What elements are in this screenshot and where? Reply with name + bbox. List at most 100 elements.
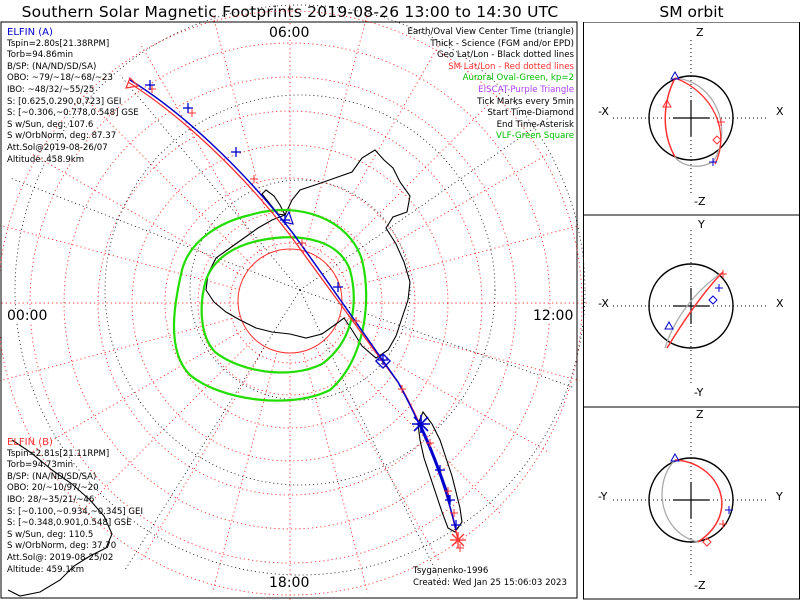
legend: Earth/Oval View Center Time (triangle) T… (407, 27, 574, 143)
elfin-b-line: IBO: 28/~35/21/~46 (7, 494, 95, 505)
orbit-end-asterisk (717, 118, 725, 126)
elfin-a-line: Tspin=2.80s[21.38RPM] (7, 38, 110, 49)
elfin-b-line: B/SP: (NA/ND/SD/SA) (7, 471, 97, 482)
elfin-a-line: IBO: ~48/32/~55/25 (7, 84, 95, 95)
elfin-a-line: S w/Sun, deg: 107.6 (7, 119, 94, 130)
orbit-center-triangle (670, 452, 680, 462)
orbit-yz-bottom: -Z (694, 579, 706, 592)
orbit-panel-yz (613, 422, 769, 578)
elfin-b-line: OBO: 20/~10/97/~20 (7, 483, 99, 494)
plot-title: Southern Solar Magnetic Footprints 2019-… (21, 3, 559, 21)
legend-item: SM Lat/Lon - Red dotted lines (448, 61, 574, 72)
elfin-b-line: Tspin=2.81s[21.11RPM] (7, 448, 110, 459)
elfin-b-start-triangle (125, 76, 140, 89)
elfin-a-line: S w/OrbNorm, deg: 87.37 (7, 131, 117, 142)
created-stamp: Created: Wed Jan 25 15:06:03 2023 (413, 578, 567, 588)
orbit-xz-top: Z (696, 26, 704, 39)
elfin-b-tick-marks (148, 85, 464, 552)
orbit-xy-right: X (776, 297, 784, 310)
orbit-end-asterisk (709, 158, 717, 166)
elfin-a-tick-marks (145, 80, 461, 530)
legend-item: End Time-Asterisk (496, 119, 574, 130)
orbit-yz-right: Y (776, 490, 783, 503)
sm-spoke (139, 42, 265, 259)
sm-spoke (315, 42, 441, 259)
elfin-b-line: Att.Sol@: 2019-08-25/02 (7, 552, 114, 563)
legend-item: Geo Lat/Lon - Black dotted lines (436, 50, 574, 61)
elfin-a-start-diamond (374, 352, 392, 370)
elfin-b-track (127, 81, 459, 541)
sm-spoke (29, 328, 246, 454)
elfin-a-info: ELFIN (A) Tspin=2.80s[21.38RPM] Torb=94.… (7, 27, 139, 166)
sm-spoke (211, 13, 277, 253)
elfin-b-line: Altitude: 459.1km (7, 564, 85, 575)
antarctica-outline (205, 149, 411, 359)
elfin-a-line: Altitude: 458.9km (7, 154, 85, 165)
hour-label-top: 06:00 (268, 25, 311, 41)
sm-spoke (334, 152, 551, 278)
south-america-outline (417, 410, 463, 533)
sm-spoke (315, 347, 441, 564)
sm-spoke (0, 224, 240, 290)
elfin-a-start-triangle (282, 210, 294, 225)
legend-item: Start Time-Diamond (487, 108, 574, 119)
elfin-a-line: B/SP: (NA/ND/SD/SA) (7, 61, 97, 72)
elfin-a-line: OBO: ~79/~18/~68/~23 (7, 73, 113, 84)
legend-item: Thick - Science (FGM and/or EPD) (430, 38, 574, 49)
hour-label-bottom: 18:00 (268, 575, 311, 591)
sm-spoke (340, 224, 580, 290)
sm-spoke (326, 90, 503, 267)
elfin-b-line: S: [~0.100,~0.934,~0.345] GEI (7, 506, 144, 517)
orbit-markers (662, 70, 733, 547)
elfin-b-name: ELFIN (B) (7, 437, 53, 448)
orbit-title: SM orbit (659, 3, 724, 21)
hour-label-left: 00:00 (6, 308, 49, 324)
orbit-panel-xy (613, 230, 769, 386)
sm-spoke (340, 316, 580, 382)
orbit-panel-xz (613, 40, 769, 196)
legend-item: Earth/Oval View Center Time (triangle) (407, 27, 574, 37)
orbit-xz-bottom: -Z (694, 195, 706, 208)
elfin-b-end-asterisk (450, 532, 466, 548)
hour-label-right: 12:00 (532, 308, 575, 324)
elfin-b-info: ELFIN (B) Tspin=2.81s[21.11RPM] Torb=94.… (7, 437, 143, 576)
elfin-a-line: Att.Sol@2019-08-26/07 (7, 142, 108, 153)
sm-spoke (326, 339, 503, 516)
sm-orbit-panels (583, 22, 800, 600)
orbit-xz-left: -X (598, 105, 609, 118)
elfin-b-line: S w/OrbNorm, deg: 37.70 (7, 541, 117, 552)
sm-spoke (77, 339, 254, 516)
africa-outline (7, 439, 113, 597)
orbit-center-triangle (662, 98, 672, 108)
sm-spoke (303, 353, 369, 593)
elfin-a-name: ELFIN (A) (7, 27, 53, 38)
orbit-xz-right: X (776, 105, 784, 118)
aurora-oval-inner (200, 236, 355, 374)
sm-spoke (77, 90, 254, 267)
map-frame (0, 21, 578, 599)
elfin-b-line: Torb=94.73min (7, 460, 74, 471)
orbit-yz-left: -Y (598, 490, 608, 503)
orbit-end-asterisk (719, 520, 727, 528)
orbit-center-triangle (670, 70, 680, 80)
sm-spoke (29, 152, 246, 278)
orbit-xy-left: -X (598, 297, 609, 310)
elfin-a-track (129, 79, 457, 531)
elfin-a-line: S: [~0.306,~0.778,0.548] GSE (7, 108, 139, 119)
model-credit: Tsyganenko-1996 (413, 566, 489, 576)
legend-item: Tick Marks every 5min (477, 96, 574, 107)
orbit-end-asterisk (715, 284, 723, 292)
orbit-end-asterisk (719, 270, 727, 278)
orbit-yz-top: Z (696, 408, 704, 421)
sm-spoke (334, 328, 551, 454)
legend-item: EISCAT-Purple Triangle (478, 84, 574, 95)
orbit-center-triangle (664, 320, 674, 330)
orbit-xy-top: Y (698, 218, 705, 231)
sm-grid-spokes (0, 3, 590, 600)
sm-spoke (303, 13, 369, 253)
elfin-a-line: S: [0.625,0.290,0.723] GEI (7, 96, 122, 107)
legend-item: Auroral Oval-Green, kp=2 (462, 73, 574, 84)
elfin-a-end-asterisk (412, 415, 430, 433)
orbit-end-asterisk (725, 506, 733, 514)
